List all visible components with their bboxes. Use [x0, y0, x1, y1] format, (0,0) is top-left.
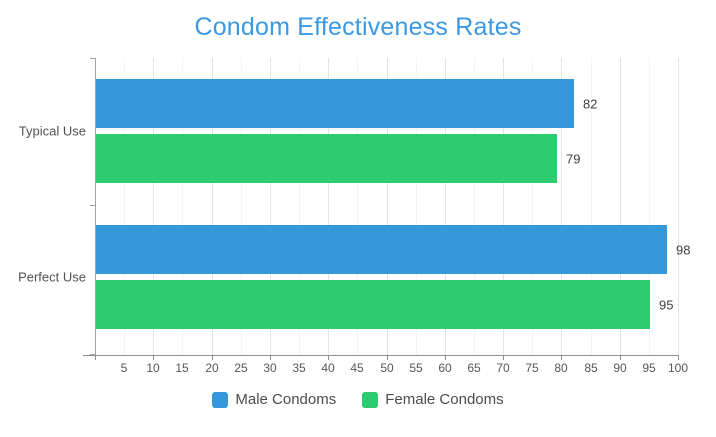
x-axis-tick-80: [561, 355, 562, 360]
gridline-50: [387, 58, 388, 355]
x-tick-label-40: 40: [321, 361, 335, 375]
x-axis-tick-70: [503, 355, 504, 360]
category-label-perfect-use: Perfect Use: [18, 269, 86, 285]
value-label-male-condoms-perfect-use: 98: [676, 242, 691, 258]
gridline-95: [649, 58, 650, 355]
legend-label-male-condoms: Male Condoms: [235, 391, 337, 408]
gridline-35: [299, 58, 300, 355]
x-axis-line: [83, 355, 678, 356]
gridline-15: [182, 58, 183, 355]
x-tick-label-5: 5: [120, 361, 128, 375]
x-tick-label-50: 50: [380, 361, 394, 375]
x-tick-label-75: 75: [525, 361, 539, 375]
value-label-female-condoms-typical-use: 79: [566, 151, 581, 167]
gridline-85: [591, 58, 592, 355]
legend: Male Condoms Female Condoms: [0, 391, 716, 408]
legend-swatch-female-condoms: [362, 391, 379, 408]
gridline-70: [503, 58, 504, 355]
gridline-25: [241, 58, 242, 355]
gridline-30: [270, 58, 271, 355]
x-tick-label-20: 20: [205, 361, 219, 375]
y-axis-tick-1: [90, 204, 95, 206]
x-tick-label-95: 95: [642, 361, 656, 375]
x-axis-tick-50: [387, 355, 388, 360]
legend-item-female-condoms[interactable]: Female Condoms: [362, 391, 504, 408]
x-axis-tick-90: [620, 355, 621, 360]
bar-female-condoms-perfect-use: [96, 280, 650, 329]
y-axis-tick-2: [90, 354, 95, 355]
x-tick-label-45: 45: [350, 361, 364, 375]
x-axis-tick-0: [95, 355, 96, 360]
x-axis-tick-60: [445, 355, 446, 360]
y-axis-tick-0: [90, 58, 95, 59]
gridline-75: [532, 58, 533, 355]
bar-male-condoms-typical-use: [96, 79, 574, 128]
x-axis-tick-30: [270, 355, 271, 360]
legend-swatch-male-condoms: [212, 391, 229, 408]
gridline-55: [416, 58, 417, 355]
gridline-5: [124, 58, 125, 355]
x-tick-label-90: 90: [613, 361, 627, 375]
x-tick-label-30: 30: [263, 361, 277, 375]
gridline-60: [445, 58, 446, 355]
y-axis-line: [95, 58, 96, 355]
value-label-male-condoms-typical-use: 82: [583, 96, 598, 112]
chart-title: Condom Effectiveness Rates: [194, 13, 522, 41]
gridline-65: [474, 58, 475, 355]
gridline-100: [678, 58, 679, 355]
x-axis-tick-10: [153, 355, 154, 360]
x-axis-tick-20: [212, 355, 213, 360]
x-tick-label-70: 70: [496, 361, 510, 375]
legend-label-female-condoms: Female Condoms: [385, 391, 504, 408]
legend-item-male-condoms[interactable]: Male Condoms: [212, 391, 336, 408]
plot-area: 82 79 98 95: [83, 58, 690, 360]
gridline-40: [328, 58, 329, 355]
x-tick-label-80: 80: [554, 361, 568, 375]
x-tick-label-85: 85: [584, 361, 598, 375]
gridline-90: [620, 58, 621, 355]
x-tick-label-55: 55: [409, 361, 423, 375]
x-tick-label-35: 35: [292, 361, 306, 375]
bar-female-condoms-typical-use: [96, 134, 557, 183]
x-tick-label-25: 25: [234, 361, 248, 375]
x-axis-tick-100: [678, 355, 679, 360]
gridline-80: [561, 58, 562, 355]
bar-male-condoms-perfect-use: [96, 225, 667, 274]
x-tick-label-65: 65: [467, 361, 481, 375]
x-tick-label-15: 15: [175, 361, 189, 375]
value-label-female-condoms-perfect-use: 95: [659, 297, 674, 313]
x-tick-label-60: 60: [438, 361, 452, 375]
x-tick-label-100: 100: [667, 361, 689, 375]
gridline-10: [153, 58, 154, 355]
gridline-45: [357, 58, 358, 355]
x-axis-tick-40: [328, 355, 329, 360]
category-label-typical-use: Typical Use: [18, 123, 86, 139]
gridline-20: [212, 58, 213, 355]
x-tick-label-10: 10: [146, 361, 160, 375]
